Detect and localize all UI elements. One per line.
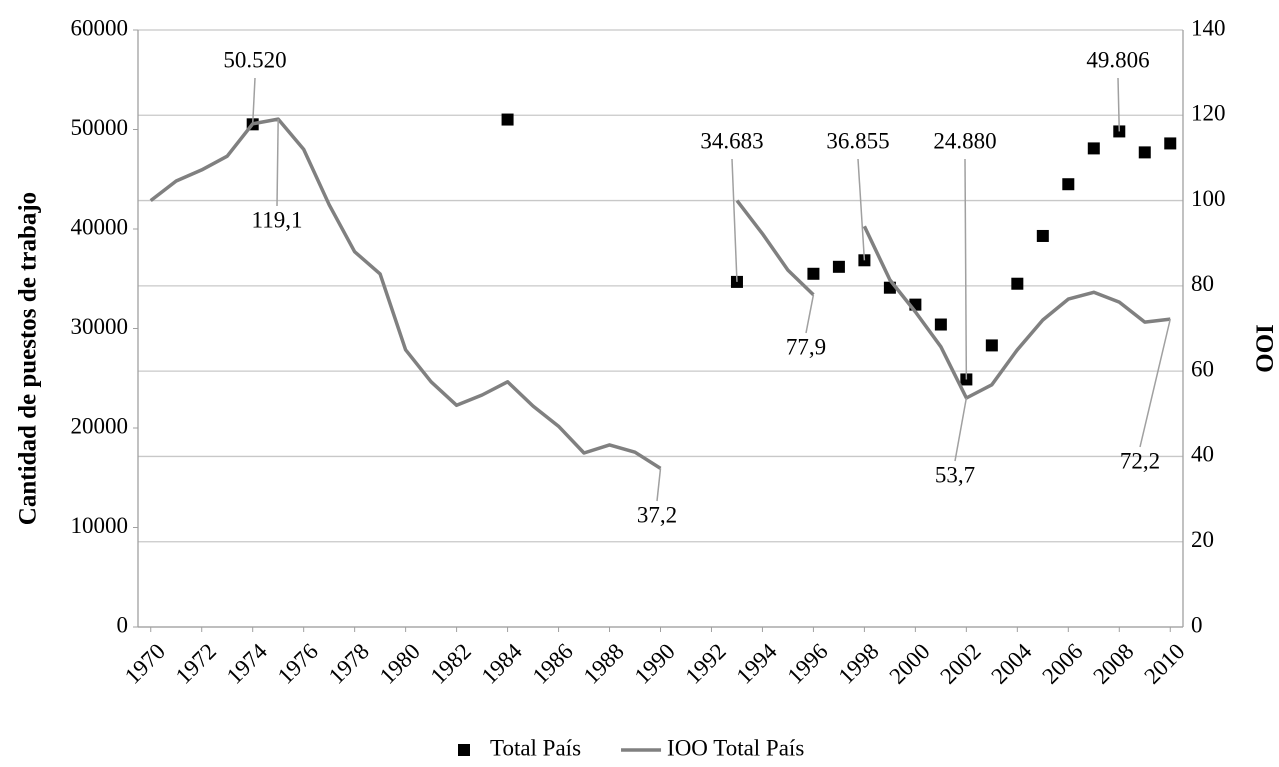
legend-marker [458,744,470,756]
y-tick-label: 60000 [71,15,129,40]
x-tick-label: 1996 [782,639,832,689]
x-tick-label: 1978 [324,639,374,689]
leader-line [276,119,279,207]
y2-tick-label: 120 [1191,101,1226,126]
data-label: 72,2 [1120,448,1160,473]
leader-line [964,158,968,380]
marker [807,267,820,280]
x-tick-label: 1998 [833,639,883,689]
marker [1164,137,1177,150]
x-tick-label: 1970 [120,639,170,689]
y2-axis-title: IOO [1250,324,1277,373]
y-tick-label: 0 [117,612,129,637]
marker [832,260,845,273]
data-label: 37,2 [637,502,677,527]
x-tick-label: 1994 [732,638,783,689]
x-tick-label: 1980 [375,639,425,689]
marker [1036,229,1049,242]
y2-tick-label: 80 [1191,271,1214,296]
x-tick-label: 1988 [579,639,629,689]
x-tick-label: 1974 [222,638,273,689]
marker [1138,146,1151,159]
leader-line [857,158,866,261]
x-tick-label: 1972 [171,639,221,689]
y2-tick-label: 100 [1191,186,1226,211]
y2-tick-label: 20 [1191,527,1214,552]
data-label: 50.520 [223,47,286,72]
leader-line [731,158,738,282]
x-tick-label: 1990 [630,639,680,689]
leader-line [1117,77,1121,132]
y-tick-label: 50000 [71,115,129,140]
leader-line [805,294,815,334]
x-tick-label: 1982 [426,639,476,689]
y2-tick-label: 140 [1191,15,1226,40]
x-tick-label: 2000 [884,639,934,689]
data-label: 119,1 [252,207,303,232]
leader-line [656,468,662,502]
x-tick-label: 2010 [1139,639,1189,689]
marker [1062,178,1075,191]
y2-tick-label: 40 [1191,442,1214,467]
marker [501,113,514,126]
x-tick-label: 2008 [1088,639,1138,689]
marker [1011,277,1024,290]
x-tick-label: 2004 [986,638,1037,689]
leader-line [1139,318,1171,448]
data-label: 24.880 [933,128,996,153]
y-tick-label: 20000 [71,413,129,438]
leader-line [954,397,968,462]
x-tick-label: 1976 [273,639,323,689]
y-axis-title: Cantidad de puestos de trabajo [15,192,42,525]
line [149,117,1171,470]
data-label: 77,9 [786,334,826,359]
legend-label: IOO Total País [667,735,804,760]
legend-label: Total País [490,735,581,760]
x-tick-label: 2006 [1037,639,1087,689]
y-tick-label: 10000 [71,513,129,538]
y2-tick-label: 0 [1191,612,1203,637]
x-tick-label: 1992 [681,639,731,689]
y-tick-label: 40000 [71,214,129,239]
y2-tick-label: 60 [1191,356,1214,381]
leader-line [251,77,256,125]
data-label: 49.806 [1086,47,1149,72]
x-tick-label: 2002 [935,639,985,689]
y-tick-label: 30000 [71,314,129,339]
data-label: 34.683 [700,128,763,153]
x-tick-label: 1984 [477,638,528,689]
x-tick-label: 1986 [528,639,578,689]
marker [934,318,947,331]
data-label: 36.855 [826,128,889,153]
marker [985,339,998,352]
data-label: 53,7 [935,462,975,487]
marker [1087,142,1100,155]
